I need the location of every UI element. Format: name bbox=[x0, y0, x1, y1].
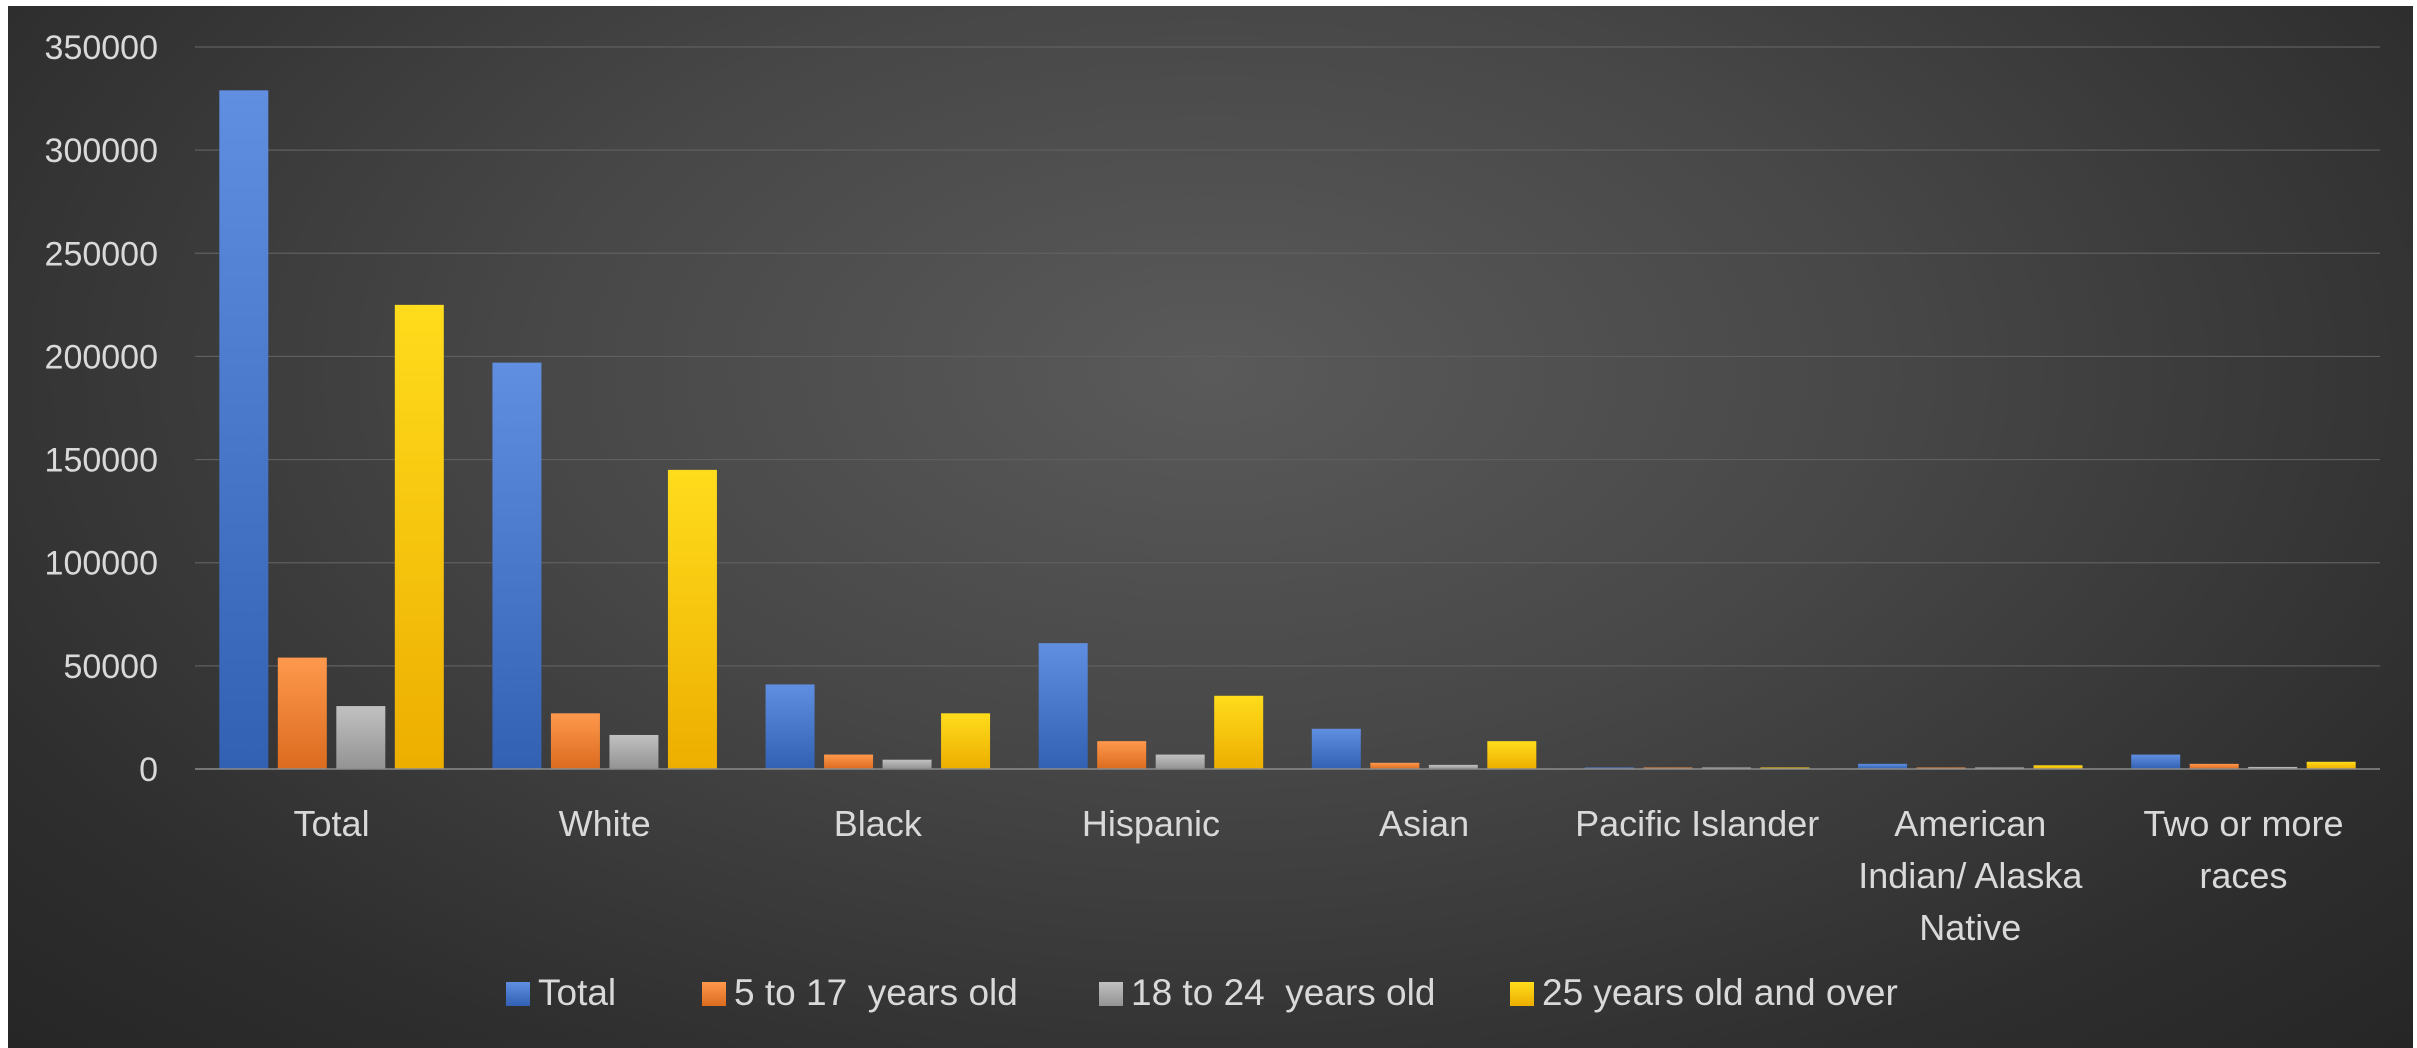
legend-swatch bbox=[702, 982, 726, 1006]
x-category-label-line: Hispanic bbox=[1082, 803, 1220, 844]
x-category-label: Hispanic bbox=[1082, 803, 1220, 844]
bar bbox=[882, 759, 932, 769]
y-tick-label: 350000 bbox=[45, 29, 158, 67]
bar bbox=[1487, 741, 1537, 769]
legend-swatch bbox=[506, 982, 530, 1006]
x-category-label-line: Indian/ Alaska bbox=[1858, 855, 2083, 896]
y-tick-label: 150000 bbox=[45, 442, 158, 480]
x-category-label: Pacific Islander bbox=[1575, 803, 1819, 844]
bar bbox=[667, 469, 717, 769]
x-category-label: White bbox=[559, 803, 651, 844]
y-tick-label: 300000 bbox=[45, 132, 158, 170]
bar bbox=[1214, 695, 1264, 769]
y-axis-tick-labels: 0 50000 100000 150000 200000 250000 300000 3500… bbox=[45, 29, 158, 789]
bar bbox=[277, 657, 327, 769]
legend-label: 18 to 24 years old bbox=[1131, 972, 1435, 1013]
y-tick-label: 200000 bbox=[45, 338, 158, 376]
bar bbox=[492, 362, 542, 769]
legend-label: 25 years old and over bbox=[1542, 972, 1898, 1013]
bar-chart: 0 50000 100000 150000 200000 250000 300000 3500… bbox=[45, 29, 2380, 1013]
legend-item: 25 years old and over bbox=[1510, 972, 1898, 1013]
x-category-label-line: Total bbox=[294, 803, 370, 844]
x-category-label-line: Native bbox=[1919, 907, 2021, 948]
bar bbox=[2189, 763, 2239, 769]
bar bbox=[824, 754, 874, 769]
bar bbox=[336, 706, 386, 769]
y-tick-label: 0 bbox=[139, 751, 158, 789]
x-axis-category-labels: Total White Black Hispanic Asian Pacific Isla… bbox=[294, 803, 2344, 948]
bar bbox=[1155, 754, 1205, 769]
chart-area: 0 50000 100000 150000 200000 250000 300000 3500… bbox=[8, 6, 2413, 1048]
gridlines bbox=[195, 46, 2380, 667]
x-category-label-line: American bbox=[1894, 803, 2046, 844]
y-tick-label: 50000 bbox=[63, 648, 158, 686]
legend-label: 5 to 17 years old bbox=[734, 972, 1018, 1013]
x-category-label: Black bbox=[834, 803, 923, 844]
legend-item: 18 to 24 years old bbox=[1099, 972, 1435, 1013]
bar bbox=[2033, 765, 2083, 769]
x-category-label: American Indian/ Alaska Native bbox=[1858, 803, 2083, 948]
x-category-label-line: races bbox=[2199, 855, 2287, 896]
legend-label: Total bbox=[538, 972, 616, 1013]
x-category-label-line: Two or more bbox=[2143, 803, 2343, 844]
legend-item: Total bbox=[506, 972, 616, 1013]
legend-item: 5 to 17 years old bbox=[702, 972, 1018, 1013]
bar bbox=[1370, 762, 1420, 769]
legend-swatch bbox=[1510, 982, 1534, 1006]
bar bbox=[2306, 761, 2356, 769]
bar bbox=[2248, 766, 2298, 769]
x-category-label-line: White bbox=[559, 803, 651, 844]
y-tick-label: 100000 bbox=[45, 545, 158, 583]
bar bbox=[1038, 643, 1088, 769]
bar bbox=[1428, 764, 1478, 769]
legend: Total 5 to 17 years old 18 to 24 years old… bbox=[506, 972, 1898, 1013]
x-category-label: Total bbox=[294, 803, 370, 844]
legend-swatch bbox=[1099, 982, 1123, 1006]
x-category-label-line: Asian bbox=[1379, 803, 1469, 844]
bar bbox=[1311, 728, 1361, 769]
bar bbox=[1097, 741, 1147, 769]
bar bbox=[550, 713, 600, 769]
bar bbox=[394, 304, 444, 769]
bar bbox=[219, 90, 269, 769]
x-category-label-line: Black bbox=[834, 803, 923, 844]
bar bbox=[1858, 763, 1908, 769]
x-category-label: Asian bbox=[1379, 803, 1469, 844]
x-category-label: Two or more races bbox=[2143, 803, 2343, 896]
bars bbox=[219, 90, 2356, 769]
bar bbox=[2131, 754, 2181, 769]
bar bbox=[941, 713, 991, 769]
bar bbox=[765, 684, 815, 769]
y-tick-label: 250000 bbox=[45, 235, 158, 273]
bar bbox=[609, 734, 659, 769]
x-category-label-line: Pacific Islander bbox=[1575, 803, 1819, 844]
